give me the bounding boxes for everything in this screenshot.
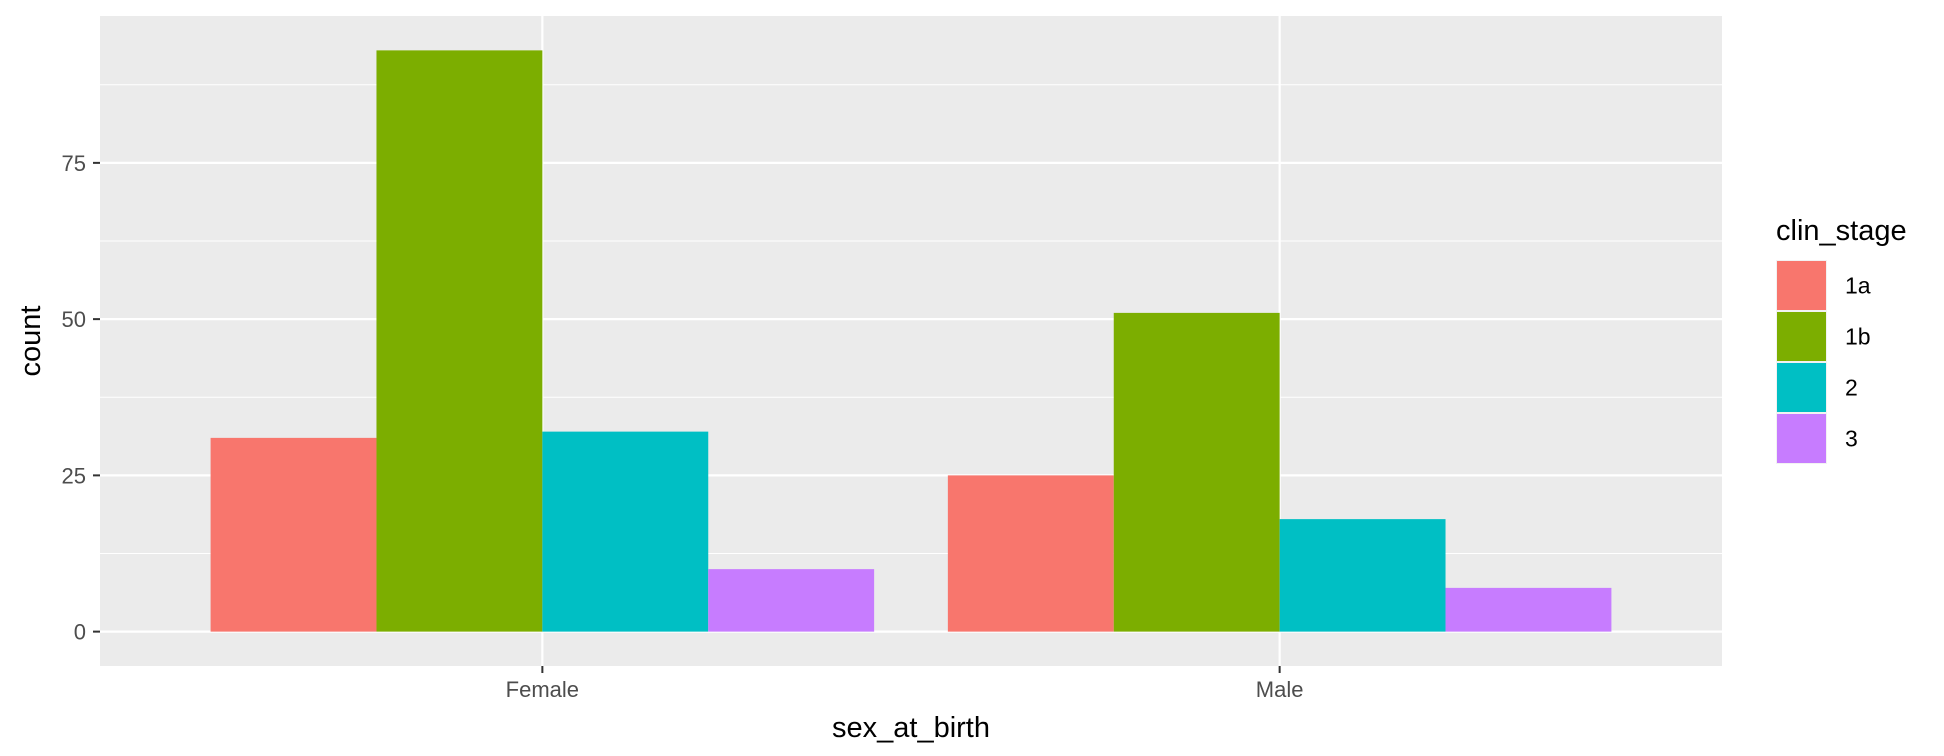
bar-male-2 <box>1279 519 1446 632</box>
y-tick-label: 75 <box>62 151 86 176</box>
legend-key-3 <box>1777 414 1826 463</box>
bar-female-3 <box>708 569 875 632</box>
legend-label-2: 2 <box>1845 375 1858 401</box>
y-tick-label: 50 <box>62 307 86 332</box>
legend-items: 1a 1b 2 3 <box>1776 260 1871 464</box>
bar-female-1a <box>210 437 377 632</box>
legend: clin_stage 1a 1b 2 3 <box>1776 215 1907 464</box>
legend-key-2 <box>1777 363 1826 412</box>
legend-label-3: 3 <box>1845 426 1858 452</box>
x-axis-title: sex_at_birth <box>832 712 990 744</box>
bar-female-2 <box>542 431 709 632</box>
legend-key-1b <box>1777 312 1826 361</box>
legend-label-1b: 1b <box>1845 324 1871 350</box>
y-axis-title: count <box>15 306 47 377</box>
bar-male-1a <box>947 475 1114 632</box>
y-tick-label: 25 <box>62 463 86 488</box>
bars <box>210 50 1612 632</box>
x-tick-label: Male <box>1256 677 1304 702</box>
bar-male-1b <box>1113 312 1280 632</box>
y-axis: 0 25 50 75 <box>62 151 100 645</box>
bar-male-3 <box>1445 587 1612 632</box>
x-tick-label: Female <box>506 677 579 702</box>
legend-label-1a: 1a <box>1845 273 1871 299</box>
legend-title: clin_stage <box>1776 215 1907 247</box>
x-axis: Female Male <box>506 666 1304 702</box>
y-tick-label: 0 <box>74 620 86 645</box>
bar-female-1b <box>376 50 543 632</box>
legend-key-1a <box>1777 261 1826 310</box>
